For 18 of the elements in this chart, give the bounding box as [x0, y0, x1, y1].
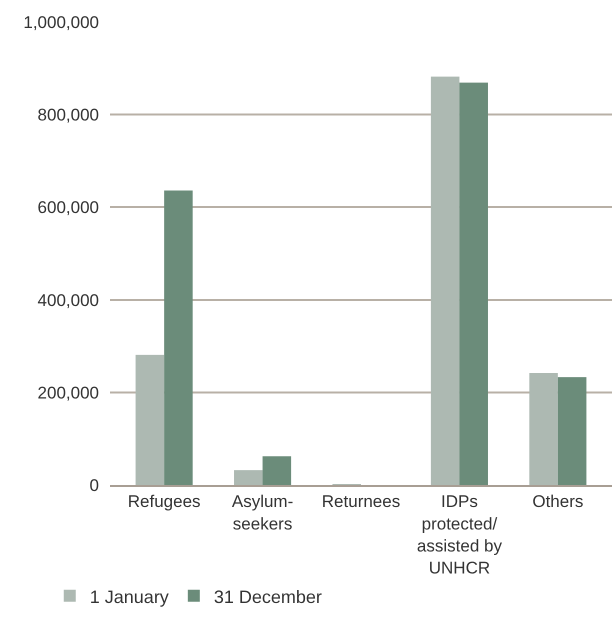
x-tick-label: Others	[532, 492, 584, 512]
bar	[262, 456, 292, 485]
y-tick-label: 200,000	[38, 383, 99, 402]
legend-label: 31 December	[214, 586, 322, 607]
bar	[164, 190, 193, 485]
x-tick-label: IDPs protected/ assisted by UNHCR	[416, 492, 502, 578]
bar	[459, 82, 488, 485]
y-tick-label: 0	[90, 476, 99, 495]
y-tick-label: 800,000	[38, 106, 99, 125]
x-tick-label: Refugees	[128, 492, 201, 512]
bar	[558, 377, 586, 485]
x-tick-label: Returnees	[322, 492, 400, 512]
legend-label: 1 January	[90, 586, 169, 607]
bar	[234, 470, 263, 485]
y-tick-label: 600,000	[38, 198, 99, 218]
x-tick-label: Asylum- seekers	[232, 492, 294, 534]
y-tick-label: 400,000	[38, 290, 99, 310]
y-tick-label: 1,000,000	[23, 12, 99, 32]
